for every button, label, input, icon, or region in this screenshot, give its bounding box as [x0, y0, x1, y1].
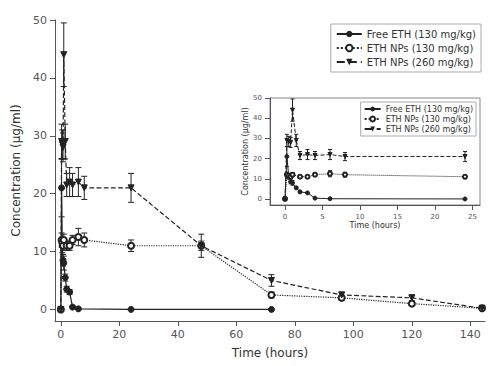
svg-text:40: 40 [171, 328, 185, 341]
svg-text:10: 10 [33, 245, 47, 258]
svg-text:50: 50 [253, 94, 262, 102]
svg-text:100: 100 [343, 328, 364, 341]
svg-text:60: 60 [229, 328, 243, 341]
svg-text:0: 0 [57, 328, 64, 341]
svg-text:15: 15 [393, 213, 402, 221]
svg-text:Concentration (μg/ml): Concentration (μg/ml) [9, 104, 23, 236]
svg-text:5: 5 [320, 213, 324, 221]
svg-text:140: 140 [460, 328, 481, 341]
svg-text:0: 0 [283, 213, 287, 221]
svg-text:10: 10 [253, 175, 262, 183]
svg-text:0: 0 [40, 303, 47, 316]
svg-text:ETH NPs (260 mg/kg): ETH NPs (260 mg/kg) [367, 57, 474, 68]
svg-text:Time (hours): Time (hours) [349, 221, 401, 230]
svg-text:20: 20 [253, 155, 262, 163]
svg-text:30: 30 [33, 129, 47, 142]
svg-text:10: 10 [356, 213, 365, 221]
svg-text:40: 40 [253, 114, 262, 122]
svg-text:20: 20 [431, 213, 440, 221]
svg-text:120: 120 [401, 328, 422, 341]
svg-text:ETH NPs (130 mg/kg): ETH NPs (130 mg/kg) [386, 115, 471, 124]
svg-text:ETH NPs (260 mg/kg): ETH NPs (260 mg/kg) [386, 125, 471, 134]
svg-text:Free ETH (130 mg/kg): Free ETH (130 mg/kg) [367, 29, 476, 40]
svg-text:25: 25 [468, 213, 477, 221]
svg-text:80: 80 [288, 328, 302, 341]
svg-text:ETH NPs (130 mg/kg): ETH NPs (130 mg/kg) [367, 43, 474, 54]
svg-text:40: 40 [33, 71, 47, 84]
svg-text:30: 30 [253, 134, 262, 142]
svg-text:Time (hours): Time (hours) [231, 346, 308, 360]
svg-text:Concentration (μg/ml): Concentration (μg/ml) [241, 107, 250, 195]
svg-text:50: 50 [33, 14, 47, 27]
svg-text:20: 20 [112, 328, 126, 341]
svg-text:Free ETH (130 mg/kg): Free ETH (130 mg/kg) [386, 105, 473, 114]
svg-text:20: 20 [33, 187, 47, 200]
svg-text:0: 0 [258, 195, 262, 203]
